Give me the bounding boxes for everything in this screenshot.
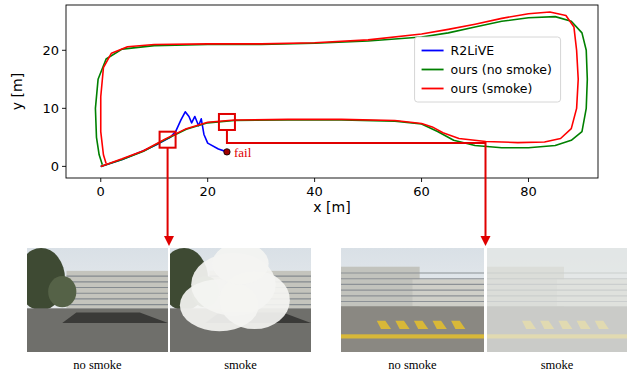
photo (170, 248, 311, 352)
photo-window (66, 298, 168, 299)
photo-window (341, 284, 484, 285)
photo-building (66, 271, 168, 308)
photo-window (66, 281, 168, 282)
photo-window (341, 290, 484, 291)
annotation-text: fail (234, 145, 252, 160)
x-tick-label: 60 (413, 184, 430, 199)
photo-window (341, 301, 484, 302)
y-axis-label: y [m] (9, 73, 25, 110)
photo-stripe (395, 321, 409, 329)
photo-stripe (341, 334, 484, 338)
x-tick (421, 178, 422, 182)
image-caption: no smoke (73, 358, 122, 372)
photo-road (341, 306, 484, 352)
x-tick-label: 80 (520, 184, 537, 199)
photo-stripe (451, 321, 465, 329)
legend-box (415, 37, 561, 102)
y-tick-label: 10 (42, 101, 59, 116)
photo-patch (62, 312, 168, 322)
y-tick-label: 0 (51, 159, 59, 174)
highlight-box (160, 132, 176, 148)
arrow-head (481, 236, 491, 246)
photo-sky (487, 248, 627, 352)
photo-window (66, 287, 168, 288)
photo-stripe (433, 321, 447, 329)
photo-smoke (212, 248, 268, 284)
image-caption: smoke (224, 358, 257, 372)
x-tick-label: 40 (306, 184, 323, 199)
legend-swatch (422, 69, 444, 71)
photo-road (27, 308, 168, 352)
photo-window (341, 278, 484, 279)
legend-swatch (422, 50, 444, 52)
connector-arrow (227, 130, 486, 238)
connector-arrow (168, 148, 169, 238)
photo (487, 248, 627, 352)
photo-haze (487, 248, 627, 352)
figure: 0 20 40 60 80 0 10 20 x [m] y [m] fail no smoke smok… (0, 0, 641, 377)
x-tick (100, 178, 101, 182)
y-tick (62, 108, 66, 109)
fail-marker (224, 149, 230, 155)
x-tick-label: 0 (97, 184, 105, 199)
photo-window (66, 293, 168, 294)
photo-stripe (414, 321, 428, 329)
legend-label: ours (no smoke) (451, 62, 552, 77)
photo-stripe (377, 321, 391, 329)
y-tick-label: 20 (42, 43, 59, 58)
photo-sky (341, 248, 484, 352)
legend: R2LiVE ours (no smoke) ours (smoke) (415, 37, 561, 102)
plot-frame (66, 5, 598, 178)
x-tick (314, 178, 315, 182)
photo-window (66, 275, 168, 276)
image-caption: no smoke (388, 358, 437, 372)
photo-window (341, 272, 484, 273)
photo-building (413, 279, 485, 306)
arrow-head (164, 236, 174, 246)
photo-window (66, 304, 168, 305)
highlight-box (219, 114, 235, 130)
photo (341, 248, 484, 352)
photo-tree (48, 276, 76, 307)
photo (27, 248, 168, 352)
photo-window (341, 295, 484, 296)
x-tick (207, 178, 208, 182)
legend-label: R2LiVE (451, 43, 495, 58)
y-tick (62, 166, 66, 167)
x-axis-label: x [m] (313, 199, 350, 215)
x-tick (528, 178, 529, 182)
legend-label: ours (smoke) (451, 81, 533, 96)
legend-swatch (422, 88, 444, 90)
image-caption: smoke (541, 358, 574, 372)
x-tick-label: 20 (199, 184, 216, 199)
y-tick (62, 50, 66, 51)
